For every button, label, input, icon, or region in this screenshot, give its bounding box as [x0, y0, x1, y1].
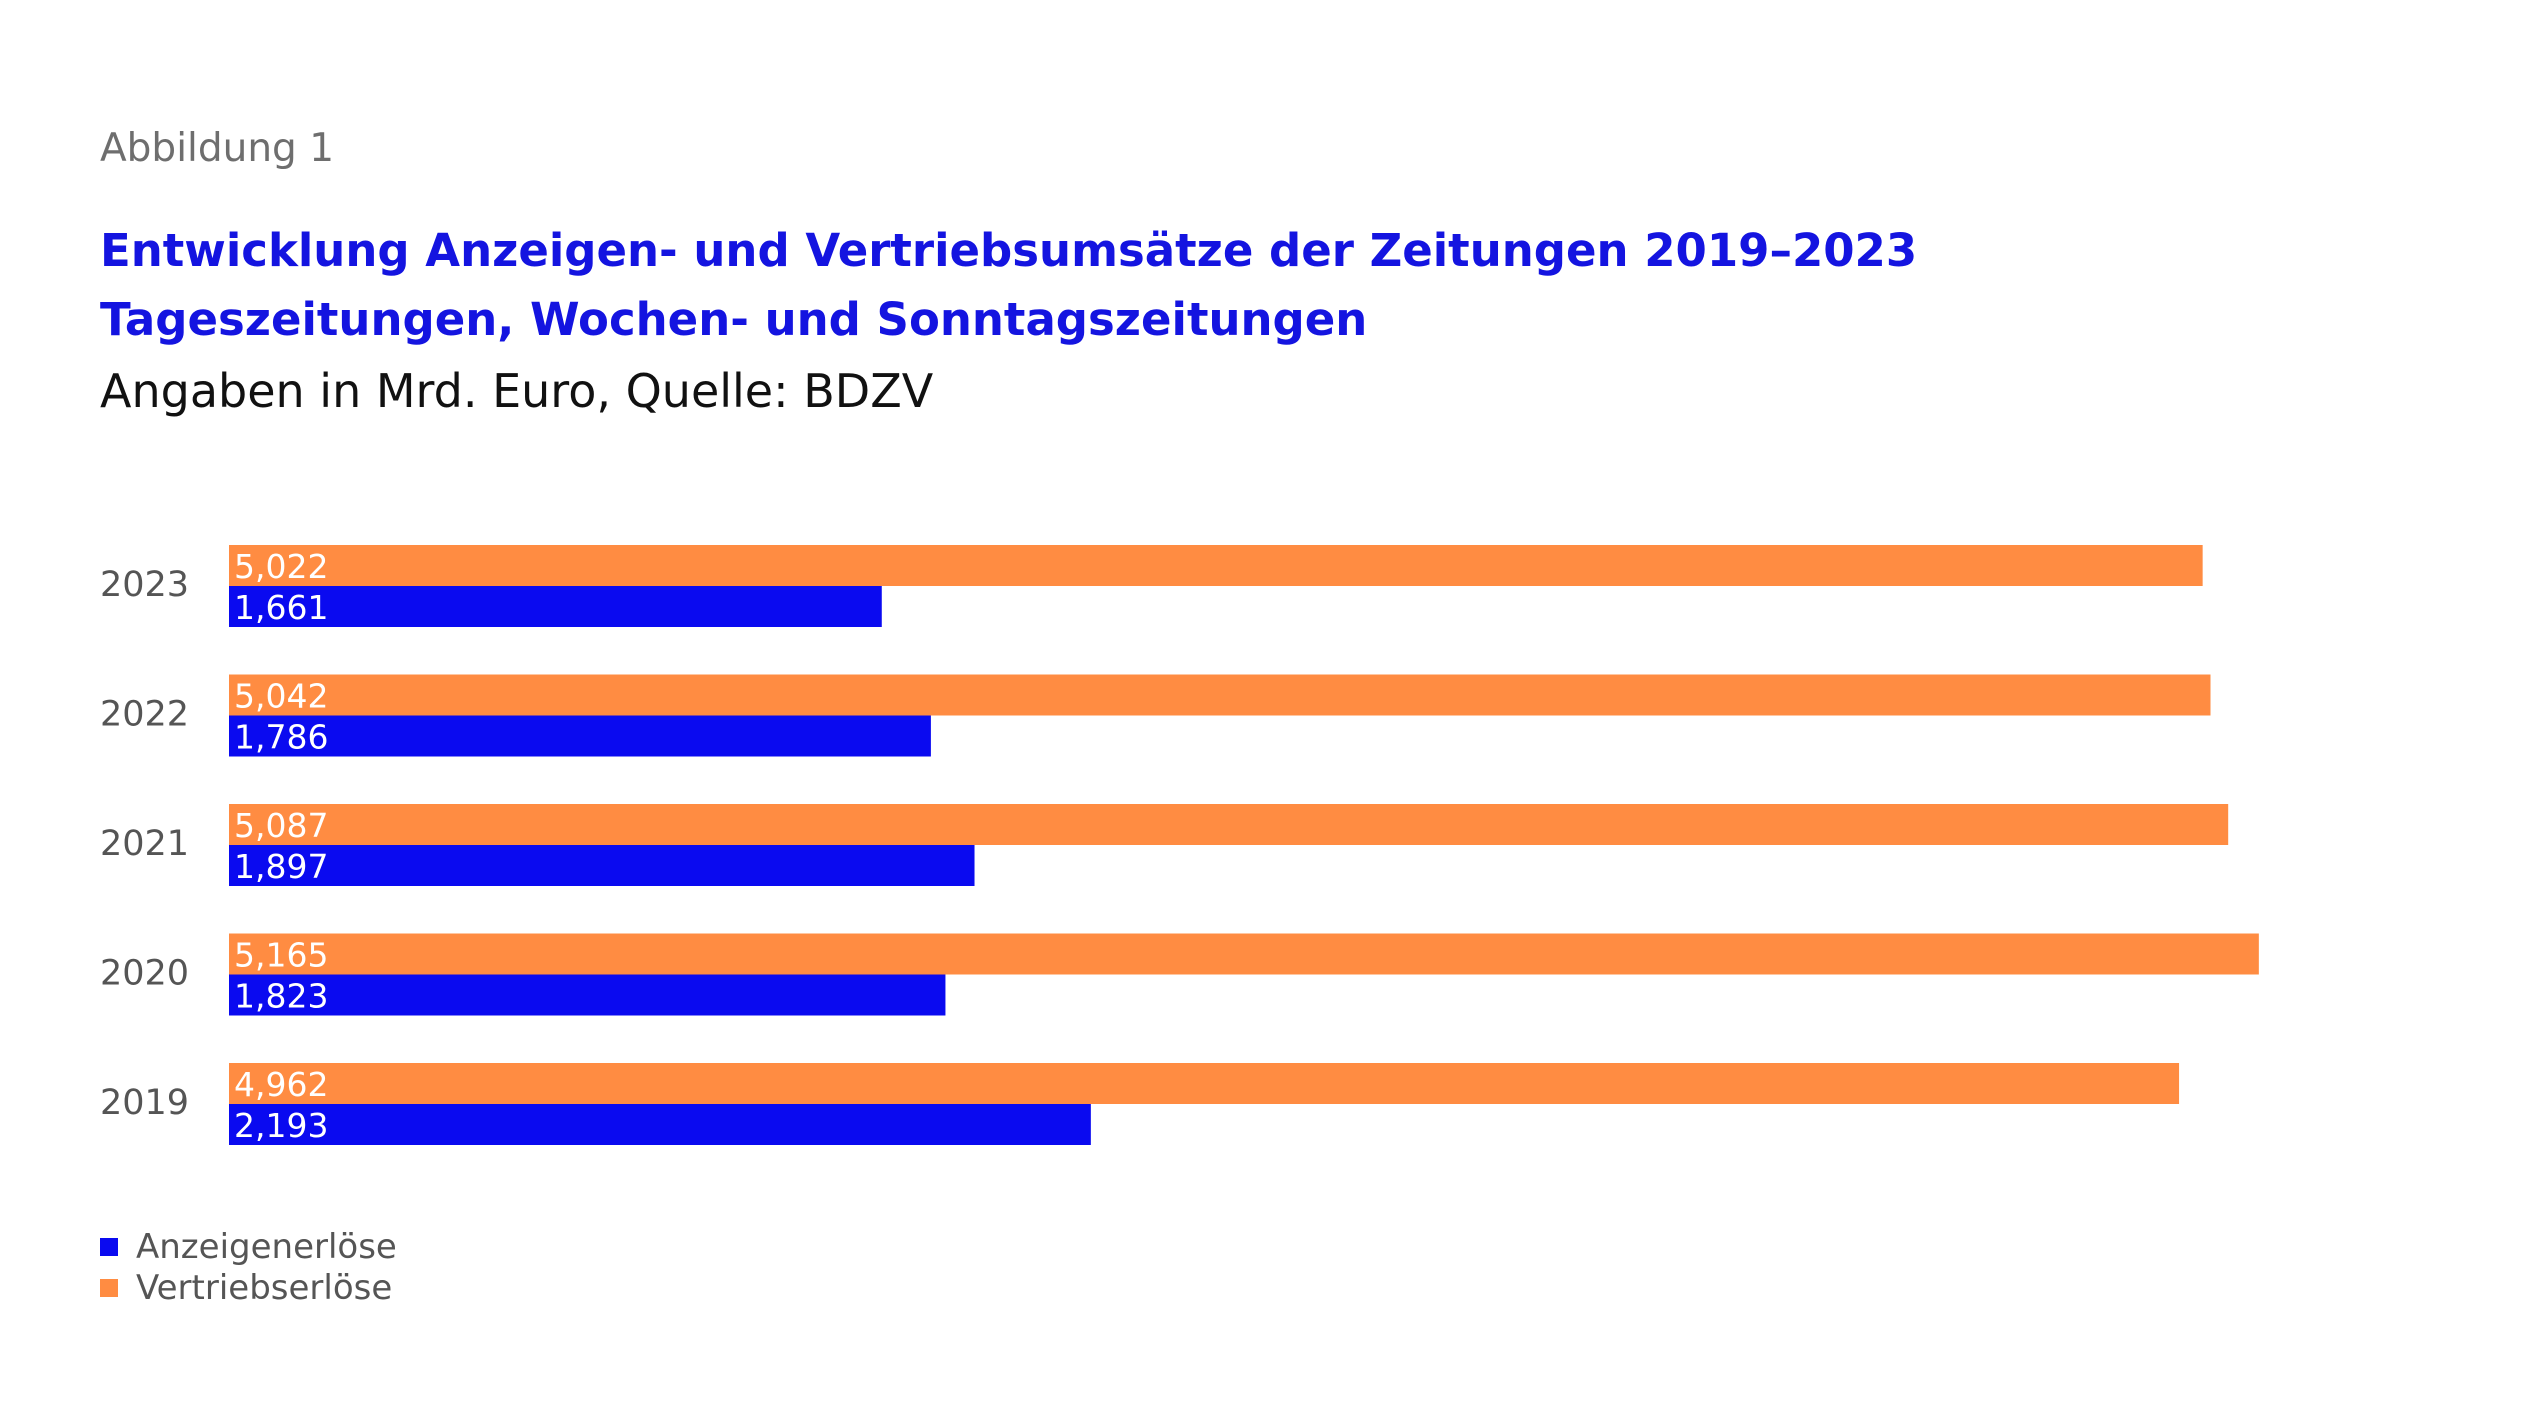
chart-subtitle: Angaben in Mrd. Euro, Quelle: BDZV [100, 364, 934, 418]
data-label-anzeigen-2020: 1,823 [234, 977, 328, 1016]
figure-label: Abbildung 1 [100, 126, 335, 171]
y-tick-label-2019: 2019 [100, 1083, 189, 1123]
bar-vertrieb-2023 [229, 545, 2203, 586]
bar-anzeigen-2021 [229, 845, 975, 886]
bar-vertrieb-2021 [229, 804, 2229, 845]
y-tick-label-2023: 2023 [100, 565, 189, 605]
chart-title-line-2: Tageszeitungen, Wochen- und Sonntagszeit… [100, 293, 1368, 346]
data-label-vertrieb-2023: 5,022 [234, 547, 328, 586]
bar-vertrieb-2019 [229, 1063, 2180, 1104]
data-label-vertrieb-2022: 5,042 [234, 677, 328, 716]
data-label-anzeigen-2019: 2,193 [234, 1106, 328, 1145]
y-tick-label-2020: 2020 [100, 954, 189, 994]
legend-item-anzeigen: Anzeigenerlöse [100, 1226, 397, 1267]
legend: Anzeigenerlöse Vertriebserlöse [100, 1226, 397, 1308]
y-tick-label-2021: 2021 [100, 824, 189, 864]
bar-anzeigen-2019 [229, 1104, 1091, 1145]
bar-anzeigen-2022 [229, 715, 931, 757]
legend-item-vertrieb: Vertriebserlöse [100, 1267, 397, 1308]
legend-swatch-anzeigen [100, 1237, 118, 1256]
data-label-anzeigen-2022: 1,786 [234, 718, 328, 757]
data-label-vertrieb-2019: 4,962 [234, 1065, 328, 1104]
data-label-vertrieb-2021: 5,087 [234, 806, 328, 845]
bar-anzeigen-2023 [229, 586, 882, 627]
data-label-anzeigen-2023: 1,661 [234, 588, 328, 627]
legend-label-anzeigen: Anzeigenerlöse [136, 1226, 397, 1267]
bar-vertrieb-2022 [229, 674, 2211, 716]
legend-swatch-vertrieb [100, 1278, 118, 1297]
data-label-vertrieb-2020: 5,165 [234, 936, 328, 975]
chart-title: Entwicklung Anzeigen- und Vertriebsumsät… [100, 224, 1918, 277]
data-label-anzeigen-2021: 1,897 [234, 847, 328, 886]
y-tick-label-2022: 2022 [100, 695, 189, 735]
bar-anzeigen-2020 [229, 974, 946, 1016]
legend-label-vertrieb: Vertriebserlöse [136, 1267, 393, 1308]
bar-vertrieb-2020 [229, 933, 2259, 975]
